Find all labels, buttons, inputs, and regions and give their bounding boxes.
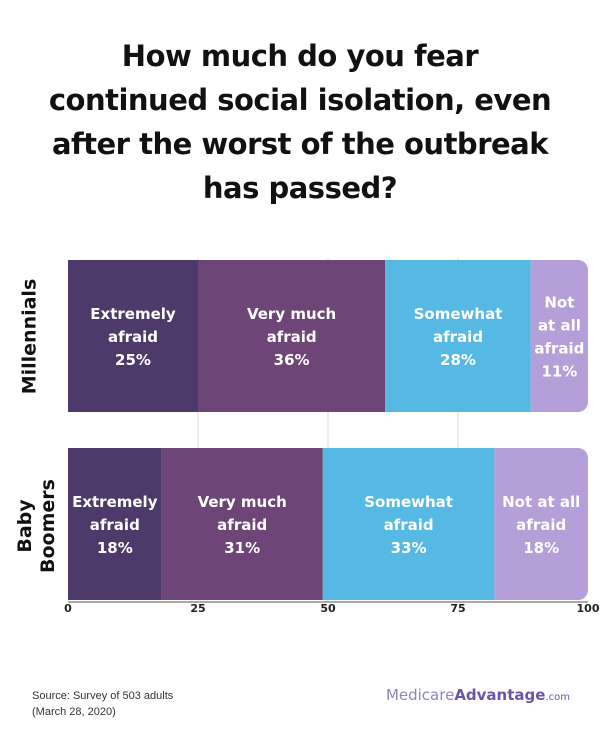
y-category-label-millennials: Millennials <box>19 272 42 402</box>
chart-title: How much do you fear continued social is… <box>40 34 560 210</box>
segment-label: 33% <box>391 539 427 557</box>
segment-label: 25% <box>115 351 151 369</box>
x-tick-label: 25 <box>190 602 205 615</box>
segment-label: afraid <box>433 328 483 346</box>
segment-label: 36% <box>274 351 310 369</box>
segment-label: 31% <box>224 539 260 557</box>
segment-label: afraid <box>267 328 317 346</box>
bar-segment <box>68 448 162 600</box>
segment-label: afraid <box>90 516 140 534</box>
x-tick-label: 0 <box>64 602 72 615</box>
bar-segment <box>494 448 588 600</box>
x-tick-label: 75 <box>450 602 465 615</box>
segment-label: Somewhat <box>364 493 453 511</box>
segment-label: afraid <box>108 328 158 346</box>
segment-label: Very much <box>198 493 287 511</box>
segment-label: afraid <box>516 516 566 534</box>
segment-label: afraid <box>384 516 434 534</box>
segment-label: Very much <box>247 305 336 323</box>
stacked-bar-chart: Extremely afraid 25% Very much afraid 36% Some… <box>64 258 600 615</box>
title-line: has passed? <box>202 171 398 205</box>
segment-label: Somewhat <box>414 305 503 323</box>
segment-label: afraid <box>534 340 584 358</box>
category-label-line: Baby <box>14 499 36 553</box>
bar-segment <box>322 448 495 600</box>
segment-label: afraid <box>217 516 267 534</box>
segment-label: Extremely <box>90 305 176 323</box>
bar-segment-fill <box>494 448 507 600</box>
brand-part: Advantage <box>454 686 546 704</box>
bar-segment <box>530 260 588 412</box>
source-line: Source: Survey of 503 adults <box>32 690 174 702</box>
y-category-label-baby-boomers: Baby Boomers <box>14 461 60 591</box>
segment-label: Not at all <box>502 493 580 511</box>
brand-logo: MedicareAdvantage.com <box>386 686 570 704</box>
source-note: Source: Survey of 503 adults (March 28, … <box>32 688 173 720</box>
segment-label: Not <box>544 294 574 312</box>
title-line: How much do you fear <box>121 39 479 73</box>
category-label-line: Boomers <box>37 479 59 573</box>
segment-label: at all <box>538 317 581 335</box>
bar-segment <box>161 448 323 600</box>
segment-label: 18% <box>97 539 133 557</box>
x-tick-label: 100 <box>577 602 600 615</box>
title-line: continued social isolation, even <box>48 83 552 117</box>
segment-label: 28% <box>440 351 476 369</box>
bar-segment <box>385 260 531 412</box>
brand-part: Medicare <box>385 686 455 704</box>
title-line: after the worst of the outbreak <box>51 127 549 161</box>
bar-segment <box>68 260 198 412</box>
x-tick-label: 50 <box>320 602 336 615</box>
segment-label: 11% <box>541 363 577 381</box>
segment-label: Extremely <box>72 493 158 511</box>
source-line: (March 28, 2020) <box>32 706 116 718</box>
category-label-line: Millennials <box>18 278 41 395</box>
segment-label: 18% <box>523 539 559 557</box>
bar-segment <box>198 260 386 412</box>
brand-part: .com <box>545 692 570 703</box>
bar-segment-fill <box>530 260 543 412</box>
